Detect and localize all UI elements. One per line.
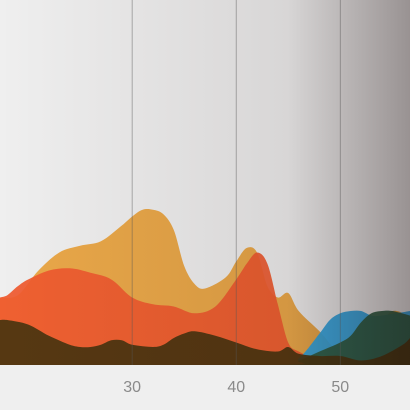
x-tick-label-40: 40 <box>227 379 245 396</box>
x-axis-tick-labels: 30 40 50 <box>123 379 349 396</box>
vertical-gridlines <box>131 0 341 365</box>
depth-shading <box>0 0 410 365</box>
x-tick-label-30: 30 <box>123 379 141 396</box>
x-tick-label-50: 50 <box>331 379 349 396</box>
